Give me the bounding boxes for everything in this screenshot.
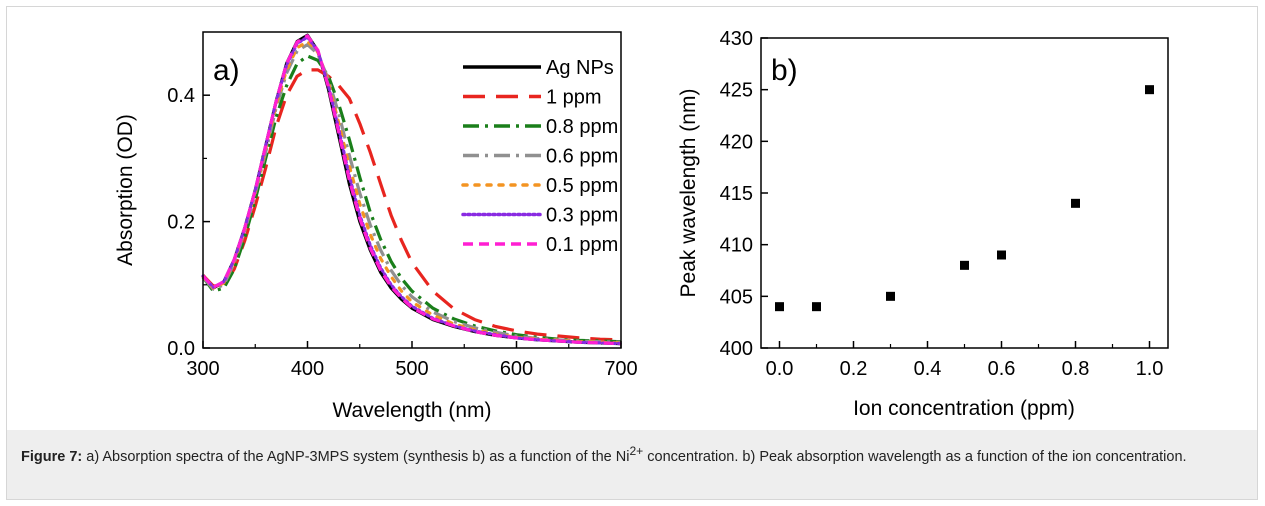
panel-b-plot-frame xyxy=(760,37,1169,349)
panel-b-xtick-label: 1.0 xyxy=(1136,358,1164,380)
panel-b-data-point xyxy=(1145,85,1154,95)
caption-text-part-2: concentration. b) Peak absorption wavele… xyxy=(643,448,1187,465)
panel-a-xtick-label: 300 xyxy=(186,358,219,380)
panel-a-line-1-ppm xyxy=(201,68,622,342)
caption-text-part-1: a) Absorption spectra of the AgNP-3MPS s… xyxy=(82,448,630,465)
panel-b-data-point xyxy=(812,302,821,312)
panel-b-ytick-label: 420 xyxy=(720,131,753,153)
panel-b-data-point xyxy=(1071,198,1080,208)
panel-a-xlabel: Wavelength (nm) xyxy=(332,399,491,422)
panel-a-legend-label: 0.3 ppm xyxy=(546,205,618,227)
panel-a-ytick-label: 0.2 xyxy=(167,212,195,234)
panel-a-xtick-label: 700 xyxy=(604,358,637,380)
caption-lead: Figure 7: xyxy=(21,448,83,465)
figure-charts: 300 400 500 600 700 0.0 0.2 0.4 a) Wavelength (… xyxy=(114,28,1169,422)
panel-b-xtick-label: 0.6 xyxy=(988,358,1016,380)
panel-b-ytick-label: 425 xyxy=(720,80,753,102)
caption-superscript: 2+ xyxy=(629,444,644,458)
panel-b-xlabel: Ion concentration (ppm) xyxy=(853,397,1075,420)
panel-b-ytick-label: 405 xyxy=(720,286,753,308)
panel-b-xtick-label: 0.2 xyxy=(840,358,868,380)
panel-a-xtick-label: 400 xyxy=(291,358,324,380)
panel-a-ticks: 300 400 500 600 700 0.0 0.2 0.4 xyxy=(167,85,638,380)
panel-b-ylabel: Peak wavelength (nm) xyxy=(677,89,700,298)
panel-a-legend-label: 0.5 ppm xyxy=(546,175,618,197)
panel-b-peak-chart: 0.0 0.2 0.4 0.6 0.8 1.0400405410415420425430 … xyxy=(677,28,1169,420)
panel-a-legend-label: 0.6 ppm xyxy=(546,146,618,168)
panel-b-points xyxy=(775,85,1154,312)
panel-b-xtick-label: 0.0 xyxy=(766,358,794,380)
panel-b-data-point xyxy=(775,302,784,312)
panel-a-legend-label: 1 ppm xyxy=(546,87,602,109)
panel-b-ytick-label: 410 xyxy=(720,235,753,257)
panel-a-xtick-label: 500 xyxy=(395,358,428,380)
figure-frame xyxy=(6,6,1258,500)
panel-a-xtick-label: 600 xyxy=(500,358,533,380)
panel-b-xtick-label: 0.4 xyxy=(914,358,942,380)
panel-b-xtick-label: 0.8 xyxy=(1062,358,1090,380)
panel-a-line-0-1-ppm xyxy=(201,34,622,346)
panel-b-label: b) xyxy=(771,54,798,87)
panel-a-legend-label: 0.8 ppm xyxy=(546,116,618,138)
panel-a-series-lines xyxy=(201,33,623,346)
panel-a-ytick-label: 0.4 xyxy=(167,85,195,107)
panel-a-label: a) xyxy=(213,54,240,87)
panel-a-ylabel: Absorption (OD) xyxy=(114,114,137,266)
panel-b-ytick-label: 430 xyxy=(720,28,753,50)
panel-b-data-point xyxy=(886,291,895,301)
panel-b-ticks: 0.0 0.2 0.4 0.6 0.8 1.0 400 405 410 415 420 425 430 xyxy=(720,28,1164,380)
panel-a-legend: Ag NPs 1 ppm 0.8 ppm 0.6 ppm 0.5 ppm 0.3 ppm 0… xyxy=(461,57,618,256)
panel-b-ytick-label: 400 xyxy=(720,338,753,360)
panel-b-data-point xyxy=(960,260,969,270)
figure-caption: Figure 7: a) Absorption spectra of the A… xyxy=(6,430,1258,500)
panel-a-legend-label: Ag NPs xyxy=(546,57,614,79)
panel-b-data-point xyxy=(997,250,1006,260)
panel-a-ytick-label: 0.0 xyxy=(167,338,195,360)
panel-a-absorption-chart: 300 400 500 600 700 0.0 0.2 0.4 a) Wavelength (… xyxy=(114,31,638,422)
panel-a-legend-label: 0.1 ppm xyxy=(546,234,618,256)
panel-b-ytick-label: 415 xyxy=(720,183,753,205)
